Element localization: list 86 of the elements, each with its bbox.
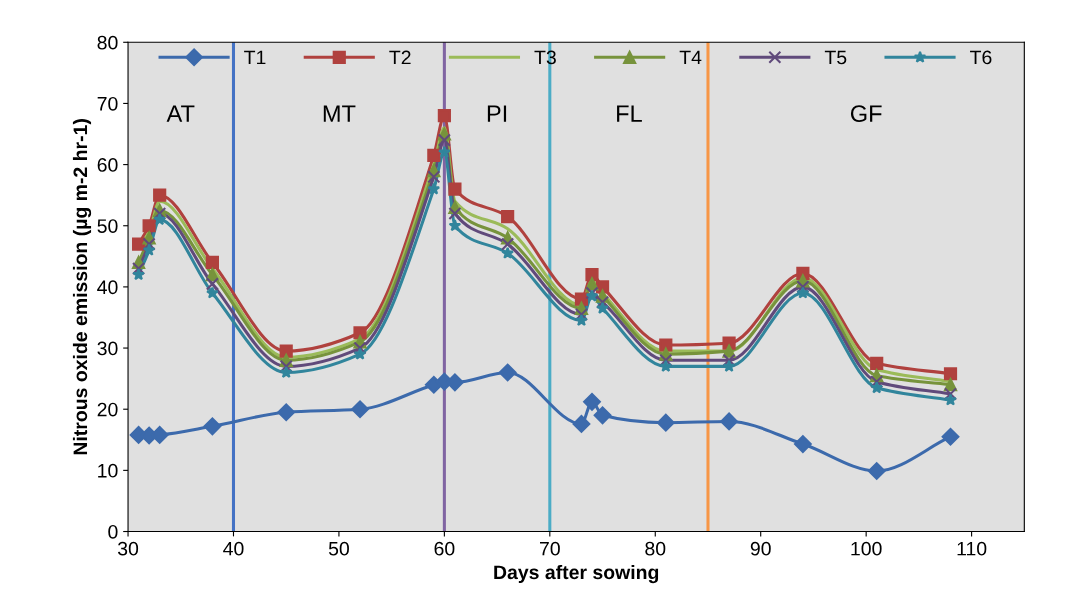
point [353,347,367,360]
point [572,414,591,433]
point [279,359,293,373]
point [142,219,156,233]
point [595,295,610,309]
point [153,188,167,202]
y-tick-label: 10 [98,463,118,478]
point [585,268,599,282]
point [720,412,738,431]
point [279,365,293,379]
legend-label: T2 [389,50,411,65]
point [277,403,296,422]
point [501,209,515,224]
y-tick-label: 20 [97,402,118,417]
y-tick-label: 50 [97,219,118,233]
y-tick-label: 80 [97,35,118,50]
point [870,356,884,370]
x-tick-label: 100 [851,541,882,556]
x-tick-label: 110 [957,541,987,556]
annotation: PI [487,105,507,122]
point [722,359,736,372]
x-tick-label: 40 [223,541,244,556]
point [501,237,515,251]
point [427,182,441,195]
point [656,413,675,432]
point [153,213,166,226]
point [596,301,609,314]
point [131,237,146,251]
annotation: AT [166,105,195,122]
point [659,359,673,372]
annotation: FL [617,105,642,122]
legend-label: T6 [970,50,992,65]
point [498,363,517,382]
point [279,344,293,358]
point [142,243,156,256]
point [353,326,367,340]
point [593,406,612,425]
legend-label: T5 [824,50,847,65]
point [659,353,673,367]
point [867,462,886,480]
point [437,133,451,147]
y-tick-label: 30 [97,341,118,356]
legend-label: T4 [679,50,702,65]
point [870,375,884,389]
point [575,313,588,327]
y-tick-label: 0 [108,524,118,539]
point [574,307,589,322]
y-tick-label: 60 [97,158,118,172]
point [943,387,958,401]
x-tick-label: 80 [645,541,666,556]
point [438,145,451,158]
point [131,261,146,276]
point [206,286,219,299]
x-axis-title: Days after sowing [494,564,659,584]
point [351,400,369,419]
x-tick-label: 90 [750,541,771,556]
point [870,381,884,394]
point [448,206,462,221]
point [203,417,222,436]
x-tick-label: 70 [540,541,560,556]
point [448,219,462,232]
point [943,367,958,381]
y-tick-label: 70 [97,96,118,111]
y-tick-label: 40 [97,280,118,295]
point [427,170,441,184]
x-tick-label: 60 [434,541,455,556]
point [722,353,736,367]
point [205,255,219,270]
point [205,277,219,291]
point [796,286,810,299]
point [132,268,145,281]
point [501,246,514,259]
point [437,109,451,123]
point [427,148,441,163]
annotation: MT [323,105,356,122]
point [793,435,812,453]
point [659,338,673,352]
y-axis-title: Nitrous oxide emission (µg m-2 hr-1) [72,119,92,455]
point [941,427,960,446]
point [944,393,957,406]
annotation: GF [850,105,882,122]
point [448,182,462,196]
x-tick-label: 50 [328,541,349,556]
point [583,392,601,411]
x-tick-label: 30 [117,541,139,556]
legend-label: T1 [244,50,266,65]
